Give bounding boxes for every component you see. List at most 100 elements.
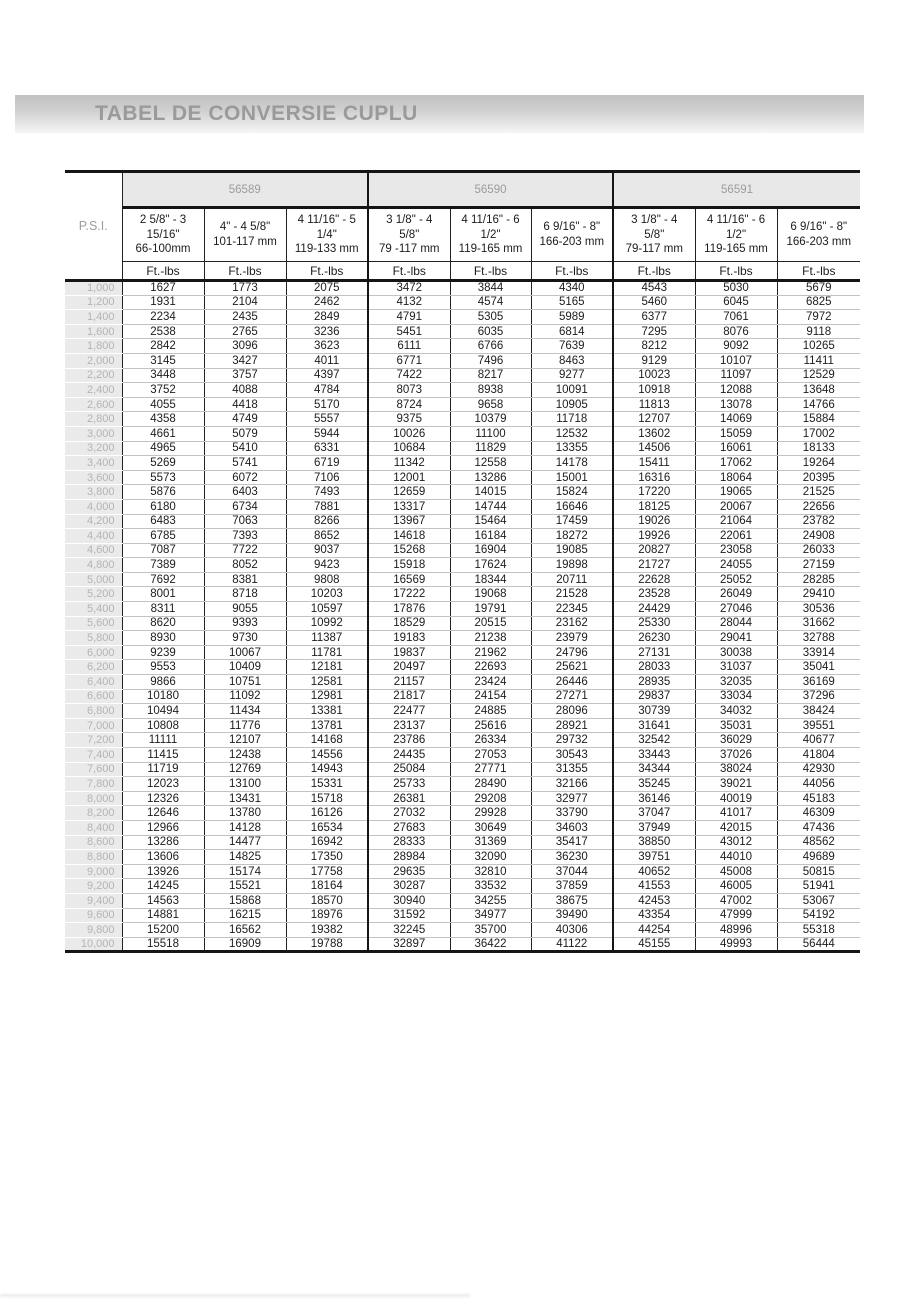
value-cell: 7393 bbox=[203, 528, 286, 544]
value-cell: 14744 bbox=[449, 499, 532, 515]
value-cell: 10091 bbox=[530, 382, 614, 398]
value-cell: 29928 bbox=[449, 805, 532, 821]
unit-cell: Ft.-lbs bbox=[367, 261, 451, 282]
value-cell: 25084 bbox=[367, 762, 451, 778]
value-cell: 10494 bbox=[121, 703, 204, 719]
value-cell: 9730 bbox=[203, 630, 286, 646]
value-cell: 11092 bbox=[203, 689, 286, 705]
value-cell: 12529 bbox=[776, 368, 861, 384]
value-cell: 8266 bbox=[285, 514, 369, 530]
value-cell: 13317 bbox=[367, 499, 451, 515]
value-cell: 10409 bbox=[203, 659, 286, 676]
value-cell: 26049 bbox=[694, 586, 778, 603]
value-cell: 8212 bbox=[612, 338, 696, 354]
table-row: 4,400 6785 7393 8652 14618 16184 18272 19926 220… bbox=[65, 528, 861, 544]
value-cell: 3752 bbox=[121, 382, 204, 398]
value-cell: 7422 bbox=[367, 368, 451, 384]
value-cell: 8076 bbox=[694, 324, 778, 340]
value-cell: 28033 bbox=[612, 659, 696, 676]
value-cell: 30649 bbox=[449, 820, 532, 836]
value-cell: 25621 bbox=[530, 659, 614, 676]
table-row: 8,000 12326 13431 15718 26381 29208 32977 36146… bbox=[65, 791, 861, 807]
table-row: 10,000 15518 16909 19788 32897 36422 41122 4515… bbox=[65, 937, 861, 954]
value-cell: 5269 bbox=[121, 455, 204, 471]
value-cell: 24435 bbox=[367, 747, 451, 763]
value-cell: 12966 bbox=[121, 820, 204, 836]
value-cell: 6734 bbox=[203, 499, 286, 515]
value-cell: 13286 bbox=[121, 835, 204, 851]
value-cell: 7881 bbox=[285, 499, 369, 515]
value-cell: 38024 bbox=[694, 762, 778, 778]
value-cell: 32090 bbox=[449, 849, 532, 865]
value-cell: 15868 bbox=[203, 893, 286, 909]
psi-cell: 1,800 bbox=[65, 338, 122, 354]
value-cell: 12707 bbox=[612, 411, 696, 427]
psi-cell: 4,600 bbox=[65, 543, 122, 559]
conversion-table: P.S.I. 56589 56590 56591 2 5/8" - 3 15/16" 66-… bbox=[65, 170, 861, 954]
value-cell: 34977 bbox=[449, 908, 532, 924]
value-cell: 9239 bbox=[121, 645, 204, 661]
value-cell: 12326 bbox=[121, 791, 204, 807]
value-cell: 45008 bbox=[694, 864, 778, 880]
value-cell: 11411 bbox=[776, 353, 861, 369]
value-cell: 23782 bbox=[776, 514, 861, 530]
value-cell: 19026 bbox=[612, 514, 696, 530]
value-cell: 12532 bbox=[530, 426, 614, 442]
value-cell: 15411 bbox=[612, 455, 696, 471]
size-header-cell: 6 9/16" - 8" 166-203 mm bbox=[776, 207, 861, 262]
table-row: 7,200 11111 12107 14168 23786 26334 29732 32542… bbox=[65, 732, 861, 748]
value-cell: 23786 bbox=[367, 732, 451, 748]
value-cell: 30536 bbox=[776, 601, 861, 617]
value-cell: 36169 bbox=[776, 674, 861, 690]
value-cell: 39751 bbox=[612, 849, 696, 865]
value-cell: 19898 bbox=[530, 557, 614, 573]
value-cell: 34344 bbox=[612, 762, 696, 778]
value-cell: 19068 bbox=[449, 586, 532, 603]
value-cell: 11097 bbox=[694, 368, 778, 384]
value-cell: 54192 bbox=[776, 908, 861, 924]
value-cell: 19085 bbox=[530, 543, 614, 559]
size-header-cell: 2 5/8" - 3 15/16" 66-100mm bbox=[121, 207, 204, 262]
value-cell: 4791 bbox=[367, 309, 451, 325]
value-cell: 2842 bbox=[121, 338, 204, 354]
value-cell: 6180 bbox=[121, 499, 204, 515]
value-cell: 9808 bbox=[285, 572, 369, 588]
value-cell: 13381 bbox=[285, 703, 369, 719]
psi-cell: 5,600 bbox=[65, 616, 122, 632]
value-cell: 28096 bbox=[530, 703, 614, 719]
value-cell: 17062 bbox=[694, 455, 778, 471]
value-cell: 9055 bbox=[203, 601, 286, 617]
psi-cell: 5,400 bbox=[65, 601, 122, 617]
value-cell: 15174 bbox=[203, 864, 286, 880]
value-cell: 19183 bbox=[367, 630, 451, 646]
value-cell: 4397 bbox=[285, 368, 369, 384]
value-cell: 24154 bbox=[449, 689, 532, 705]
psi-cell: 2,800 bbox=[65, 411, 122, 427]
value-cell: 11415 bbox=[121, 747, 204, 763]
table-row: 9,200 14245 15521 18164 30287 33532 37859 41553… bbox=[65, 878, 861, 894]
value-cell: 29410 bbox=[776, 586, 861, 603]
value-cell: 5030 bbox=[694, 280, 778, 296]
value-cell: 6331 bbox=[285, 441, 369, 457]
value-cell: 35041 bbox=[776, 659, 861, 676]
value-cell: 27159 bbox=[776, 557, 861, 573]
value-cell: 4340 bbox=[530, 280, 614, 296]
table-row: 2,400 3752 4088 4784 8073 8938 10091 10918 12088… bbox=[65, 382, 861, 398]
value-cell: 43012 bbox=[694, 835, 778, 851]
value-cell: 15518 bbox=[121, 937, 204, 954]
table-row: 8,400 12966 14128 16534 27683 30649 34603 37949… bbox=[65, 820, 861, 836]
value-cell: 7496 bbox=[449, 353, 532, 369]
value-cell: 16126 bbox=[285, 805, 369, 821]
value-cell: 12581 bbox=[285, 674, 369, 690]
table-row: 5,600 8620 9393 10992 18529 20515 23162 25330 28… bbox=[65, 616, 861, 632]
value-cell: 3427 bbox=[203, 353, 286, 369]
value-cell: 3623 bbox=[285, 338, 369, 354]
value-cell: 14069 bbox=[694, 411, 778, 427]
value-cell: 4784 bbox=[285, 382, 369, 398]
psi-cell: 6,600 bbox=[65, 689, 122, 705]
value-cell: 12646 bbox=[121, 805, 204, 821]
value-cell: 14825 bbox=[203, 849, 286, 865]
value-cell: 22345 bbox=[530, 601, 614, 617]
value-cell: 28490 bbox=[449, 776, 532, 792]
value-cell: 8620 bbox=[121, 616, 204, 632]
